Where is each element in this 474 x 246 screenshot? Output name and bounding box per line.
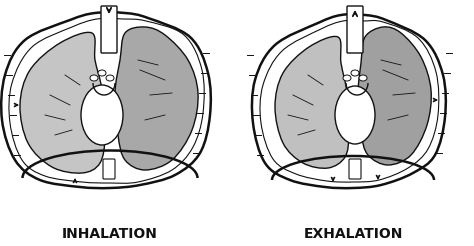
PathPatch shape [358, 27, 431, 165]
Ellipse shape [90, 75, 98, 81]
PathPatch shape [275, 36, 349, 168]
FancyBboxPatch shape [103, 159, 115, 179]
Ellipse shape [359, 75, 367, 81]
PathPatch shape [20, 32, 105, 173]
Text: INHALATION: INHALATION [62, 227, 158, 241]
PathPatch shape [115, 27, 198, 170]
FancyBboxPatch shape [101, 6, 117, 53]
Ellipse shape [81, 85, 123, 145]
FancyBboxPatch shape [347, 6, 363, 53]
Text: EXHALATION: EXHALATION [303, 227, 403, 241]
PathPatch shape [1, 12, 211, 188]
PathPatch shape [252, 14, 446, 188]
Ellipse shape [351, 70, 359, 76]
Ellipse shape [106, 75, 114, 81]
Ellipse shape [335, 86, 375, 144]
FancyBboxPatch shape [349, 159, 361, 179]
Ellipse shape [343, 75, 351, 81]
Ellipse shape [98, 70, 106, 76]
